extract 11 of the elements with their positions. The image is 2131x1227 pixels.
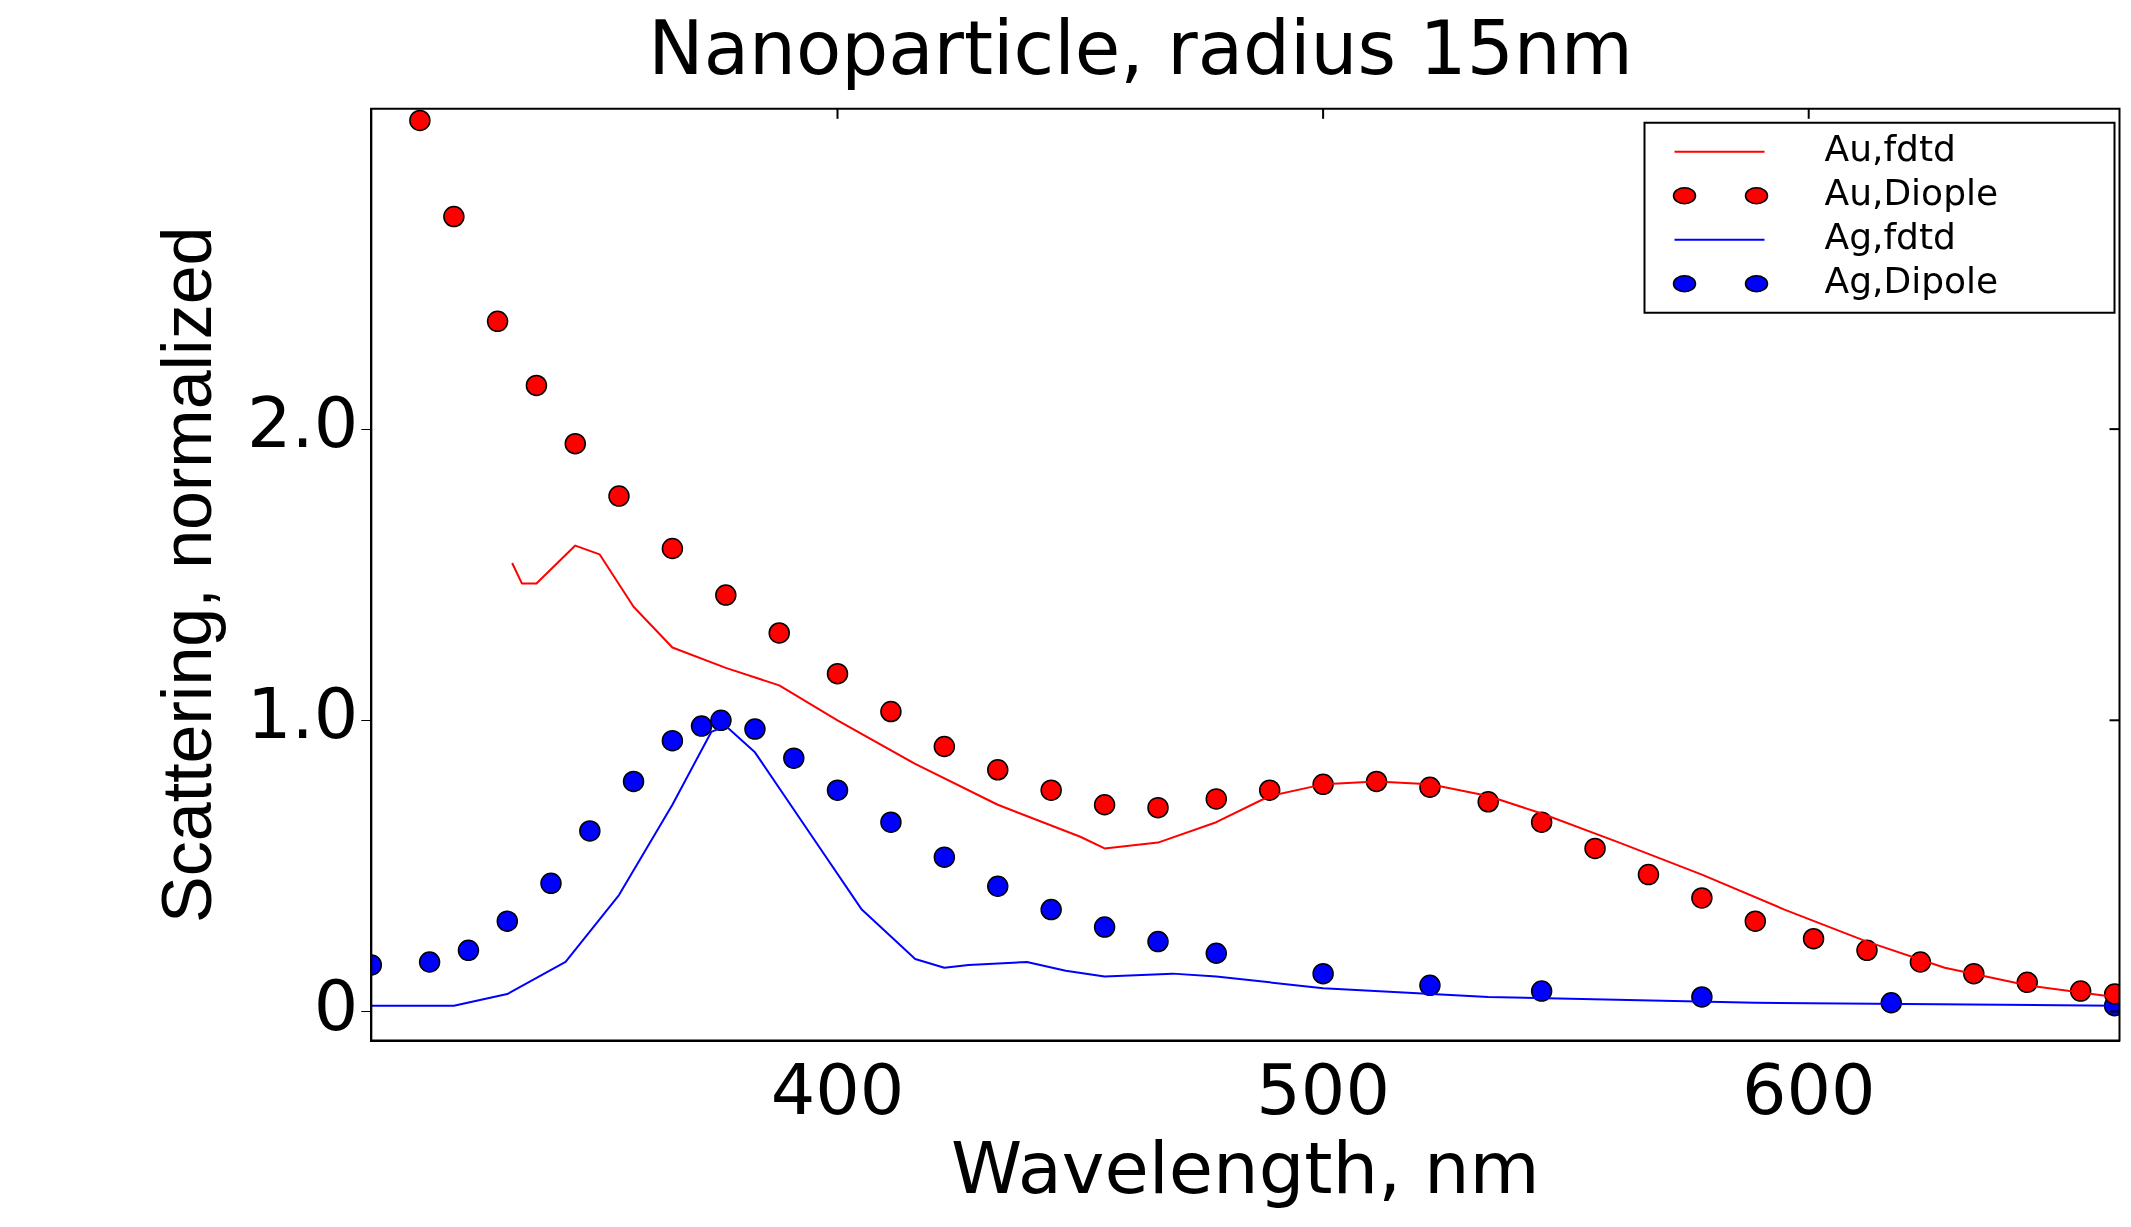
legend-label: Ag,fdtd [1824,216,1956,258]
x-tick-label: 600 [1741,1048,1876,1131]
y-tick-label: 1.0 [247,673,359,756]
chart-title: Nanoparticle, radius 15nm [648,4,1633,91]
y-axis-title: Scattering, normalized [148,226,227,923]
x-tick-label: 400 [770,1048,905,1131]
y-tick-label: 2.0 [247,382,359,465]
legend-label: Ag,Dipole [1824,260,1999,302]
legend-label: Au,Diople [1824,172,1999,214]
y-tick-label: 0 [313,964,359,1047]
legend-label: Au,fdtd [1824,128,1956,170]
